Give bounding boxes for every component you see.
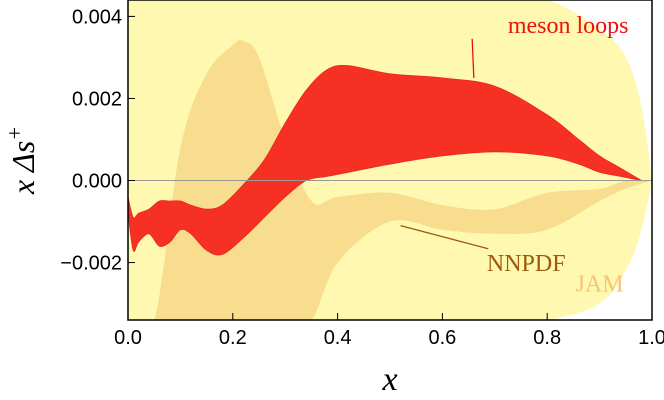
y-axis-title-sup: + xyxy=(2,126,27,141)
x-tick-label: 0.4 xyxy=(324,327,352,349)
band-nnpdf xyxy=(128,39,652,320)
annotations: meson loops NNPDF JAM xyxy=(400,13,628,297)
annotation-meson-loops: meson loops xyxy=(508,13,629,39)
ticks: 0.0 0.2 0.4 0.6 0.8 1.0 −0.002 0.000 0.002 0.004 xyxy=(60,6,664,349)
y-tick-label: 0.002 xyxy=(72,88,122,110)
y-axis-title-main: x Δs xyxy=(5,141,41,195)
x-tick-label: 0.6 xyxy=(428,327,456,349)
bands xyxy=(128,0,652,320)
x-tick-label: 0.8 xyxy=(533,327,561,349)
x-tick-label: 1.0 xyxy=(638,327,664,349)
y-axis-title: x Δs+ xyxy=(2,126,41,195)
y-tick-label: −0.002 xyxy=(60,253,122,275)
y-tick-label: 0.000 xyxy=(72,171,122,193)
annotation-pointer-nnpdf xyxy=(400,225,489,250)
x-tick-label: 0.0 xyxy=(114,327,142,349)
plot-frame xyxy=(127,0,653,321)
y-tick-label: 0.004 xyxy=(72,6,122,28)
annotation-nnpdf: NNPDF xyxy=(487,251,566,277)
x-axis-title: x xyxy=(381,361,397,398)
annotation-jam: JAM xyxy=(576,271,624,297)
annotation-pointer-meson-loops xyxy=(471,38,475,78)
x-tick-label: 0.2 xyxy=(219,327,247,349)
